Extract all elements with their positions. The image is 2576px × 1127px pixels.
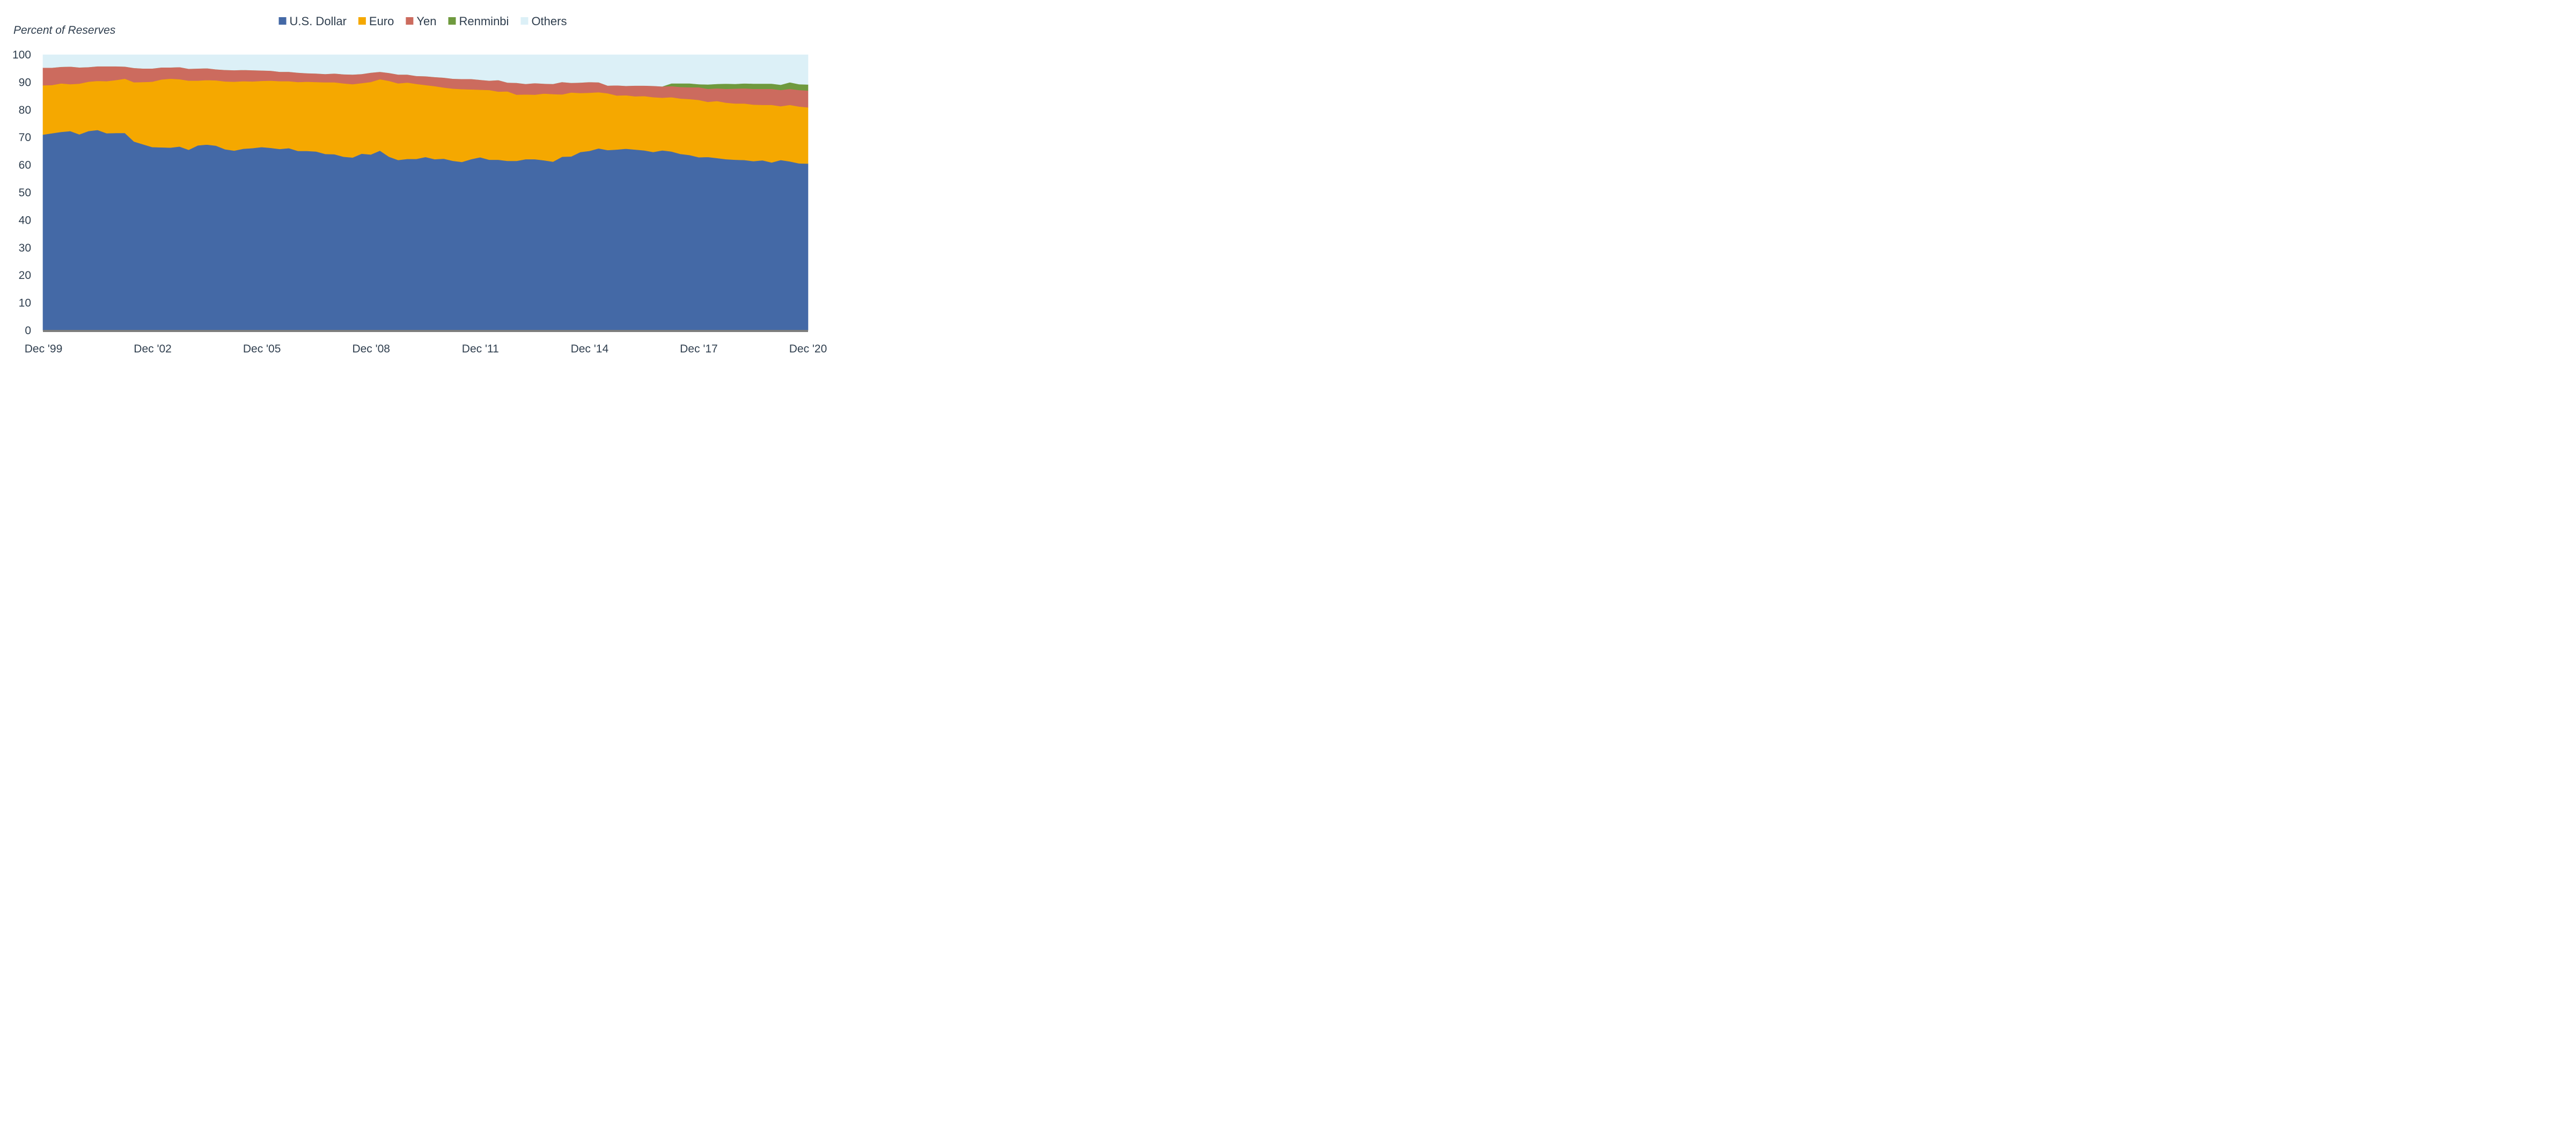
legend-swatch-euro bbox=[358, 17, 366, 25]
legend-label-euro: Euro bbox=[369, 14, 394, 28]
area-u-s-dollar bbox=[42, 130, 809, 331]
x-tick-label: Dec '20 bbox=[789, 343, 827, 355]
legend-label-renminbi: Renminbi bbox=[459, 14, 509, 28]
y-tick-label: 10 bbox=[19, 297, 31, 310]
x-axis-ticks: Dec '99 Dec '02 Dec '05 Dec '08 Dec '11 Dec '… bbox=[25, 343, 827, 355]
reserves-area-chart: U.S. Dollar Euro Yen Renminbi Others Percent… bbox=[12, 14, 827, 355]
y-axis-ticks: 0 10 20 30 40 50 60 70 80 90 100 bbox=[12, 49, 31, 337]
y-tick-label: 60 bbox=[19, 159, 31, 172]
legend-label-others: Others bbox=[531, 14, 567, 28]
x-tick-label: Dec '02 bbox=[134, 343, 172, 355]
y-tick-label: 0 bbox=[25, 325, 31, 337]
y-tick-label: 80 bbox=[19, 104, 31, 116]
legend-swatch-others bbox=[520, 17, 529, 25]
x-axis-baseline bbox=[43, 330, 808, 332]
legend-swatch-u-s-dollar bbox=[278, 17, 287, 25]
legend: U.S. Dollar Euro Yen Renminbi Others bbox=[278, 14, 567, 28]
x-tick-label: Dec '14 bbox=[571, 343, 609, 355]
x-tick-label: Dec '17 bbox=[680, 343, 718, 355]
x-tick-label: Dec '99 bbox=[25, 343, 63, 355]
legend-label-u-s-dollar: U.S. Dollar bbox=[290, 14, 347, 28]
area-others bbox=[42, 54, 809, 87]
y-tick-label: 20 bbox=[19, 269, 31, 282]
legend-swatch-renminbi bbox=[448, 17, 456, 25]
y-tick-label: 30 bbox=[19, 242, 31, 254]
y-tick-label: 40 bbox=[19, 214, 31, 226]
x-tick-label: Dec '08 bbox=[352, 343, 390, 355]
legend-label-yen: Yen bbox=[416, 14, 436, 28]
y-tick-label: 50 bbox=[19, 187, 31, 199]
x-tick-label: Dec '05 bbox=[243, 343, 281, 355]
y-tick-label: 70 bbox=[19, 131, 31, 144]
stacked-areas bbox=[42, 54, 809, 331]
y-tick-label: 90 bbox=[19, 76, 31, 89]
y-axis-title: Percent of Reserves bbox=[13, 24, 116, 36]
legend-swatch-yen bbox=[406, 17, 414, 25]
x-tick-label: Dec '11 bbox=[462, 343, 499, 355]
y-tick-label: 100 bbox=[12, 49, 31, 61]
chart-container: U.S. Dollar Euro Yen Renminbi Others Percent… bbox=[0, 0, 841, 368]
